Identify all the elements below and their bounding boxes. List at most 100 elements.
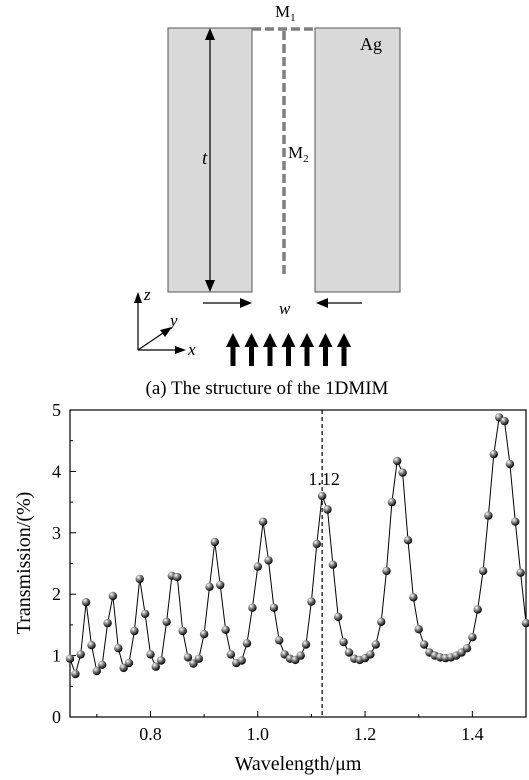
- data-point: [136, 575, 144, 583]
- data-point: [243, 639, 251, 647]
- data-point: [490, 450, 498, 458]
- data-point: [500, 417, 508, 425]
- data-point: [221, 626, 229, 634]
- x-tick-label: 1.4: [461, 724, 484, 744]
- structure-diagram: M1 M2 Ag t w z y: [134, 2, 400, 399]
- data-point: [474, 605, 482, 613]
- data-point: [404, 536, 412, 544]
- structure-caption: (a) The structure of the 1DMIM: [146, 378, 389, 399]
- data-point: [71, 670, 79, 678]
- data-point: [125, 659, 133, 667]
- incident-light-arrows: [226, 333, 351, 366]
- x-axis-label: Wavelength/μm: [235, 753, 362, 775]
- incident-arrow: [337, 333, 351, 366]
- coordinate-axes: [134, 292, 186, 354]
- x-tick-label: 1.0: [247, 724, 270, 744]
- data-point: [157, 656, 165, 664]
- data-point: [415, 625, 423, 633]
- data-point: [388, 498, 396, 506]
- data-point: [329, 561, 337, 569]
- incident-arrow: [300, 333, 314, 366]
- incident-arrow: [282, 333, 296, 366]
- data-point: [270, 604, 278, 612]
- data-point: [227, 650, 235, 658]
- y-axis-label: Transmission/(%): [13, 492, 35, 635]
- data-point: [398, 468, 406, 476]
- data-point: [141, 610, 149, 618]
- label-m1: M1: [275, 2, 296, 24]
- data-point: [216, 581, 224, 589]
- data-point: [516, 569, 524, 577]
- data-point: [302, 640, 310, 648]
- data-point: [238, 656, 246, 664]
- data-point: [259, 518, 267, 526]
- data-point: [82, 598, 90, 606]
- label-thickness: t: [202, 148, 208, 169]
- data-point: [484, 511, 492, 519]
- y-ticks: 0 1 2 3 4 5: [52, 400, 76, 727]
- x-tick-label: 1.2: [354, 724, 377, 744]
- data-point: [318, 492, 326, 500]
- data-point: [334, 613, 342, 621]
- data-point: [366, 650, 374, 658]
- data-point: [393, 457, 401, 465]
- y-tick-label: 1: [52, 646, 61, 666]
- data-point: [409, 593, 417, 601]
- data-point: [468, 633, 476, 641]
- data-point: [248, 604, 256, 612]
- data-point: [87, 641, 95, 649]
- data-point: [200, 630, 208, 638]
- reference-line-label: 1.12: [308, 469, 340, 489]
- data-point: [98, 661, 106, 669]
- axis-label-z: z: [143, 285, 151, 304]
- data-point: [114, 644, 122, 652]
- y-tick-label: 4: [52, 461, 61, 481]
- right-metal-block: [315, 28, 400, 292]
- data-point: [103, 619, 111, 627]
- data-point: [173, 573, 181, 581]
- data-point: [479, 567, 487, 575]
- data-point: [511, 518, 519, 526]
- data-point: [372, 640, 380, 648]
- x-ticks: 0.8 1.0 1.2 1.4: [97, 711, 484, 744]
- data-point: [205, 583, 213, 591]
- data-point: [264, 556, 272, 564]
- incident-arrow: [226, 333, 240, 366]
- data-point: [339, 638, 347, 646]
- label-width: w: [279, 299, 291, 318]
- data-point: [195, 655, 203, 663]
- data-point: [297, 651, 305, 659]
- transmission-chart: 0.8 1.0 1.2 1.4 0 1 2 3 4 5 1.12 Wavelength/μm T…: [13, 400, 529, 775]
- label-m2: M2: [288, 143, 309, 165]
- series-line: [70, 417, 526, 674]
- data-point: [254, 562, 262, 570]
- data-point: [179, 627, 187, 635]
- incident-arrow: [319, 333, 333, 366]
- y-tick-label: 0: [52, 707, 61, 727]
- data-point: [522, 619, 529, 627]
- data-point: [382, 567, 390, 575]
- data-point: [463, 644, 471, 652]
- incident-arrow: [245, 333, 259, 366]
- data-point: [109, 592, 117, 600]
- data-point: [420, 640, 428, 648]
- data-points: [66, 413, 529, 678]
- data-point: [307, 597, 315, 605]
- data-point: [130, 627, 138, 635]
- axis-label-x: x: [187, 340, 196, 359]
- x-tick-label: 0.8: [139, 724, 162, 744]
- data-point: [275, 636, 283, 644]
- data-point: [77, 650, 85, 658]
- incident-arrow: [263, 333, 277, 366]
- data-point: [506, 460, 514, 468]
- data-point: [323, 505, 331, 513]
- data-point: [377, 618, 385, 626]
- axis-label-y: y: [168, 311, 178, 330]
- label-metal: Ag: [360, 34, 382, 54]
- y-tick-label: 3: [52, 523, 61, 543]
- data-point: [313, 540, 321, 548]
- data-point: [162, 618, 170, 626]
- data-point: [211, 538, 219, 546]
- data-point: [66, 655, 74, 663]
